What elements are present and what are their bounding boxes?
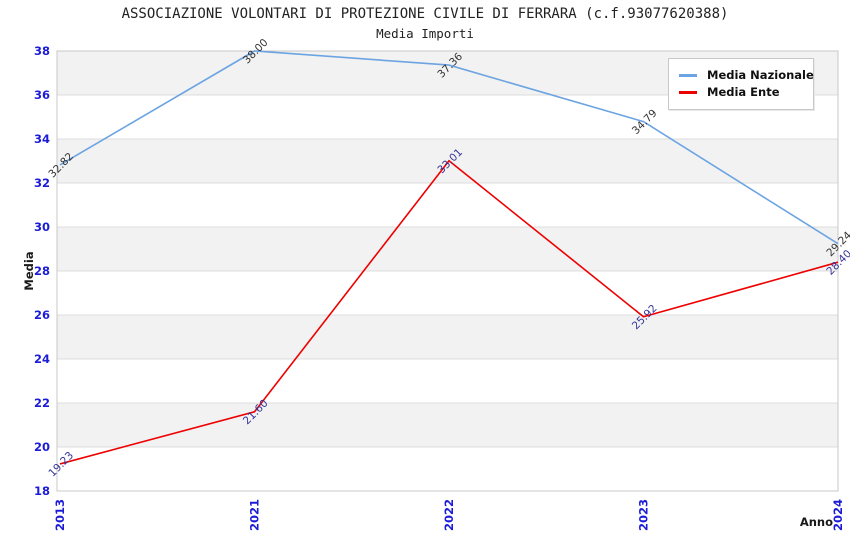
y-axis-title: Media (22, 251, 36, 290)
x-tick-label: 2021 (248, 499, 262, 531)
x-tick-label: 2023 (637, 499, 651, 531)
legend-item-media-ente: Media Ente (679, 85, 805, 99)
x-axis-title: Anno (800, 515, 833, 529)
chart-title: ASSOCIAZIONE VOLONTARI DI PROTEZIONE CIV… (121, 6, 729, 22)
x-tick-label: 2022 (442, 499, 456, 531)
chart-subtitle: Media Importi (376, 26, 474, 41)
y-tick-label: 28 (34, 264, 50, 278)
y-tick-label: 26 (34, 308, 50, 322)
plot-band (57, 227, 838, 271)
y-tick-label: 38 (34, 44, 50, 58)
x-tick-label: 2024 (831, 499, 845, 531)
y-tick-label: 24 (34, 352, 50, 366)
plot-band (57, 359, 838, 403)
legend-swatch-media-ente (679, 90, 697, 94)
x-tick-label: 2013 (53, 499, 67, 531)
plot-band (57, 315, 838, 359)
legend-label-media-ente: Media Ente (707, 85, 780, 99)
y-tick-label: 18 (34, 484, 50, 498)
legend-item-media-nazionale: Media Nazionale (679, 68, 814, 82)
legend-label-media-nazionale: Media Nazionale (707, 68, 814, 82)
legend: Media Nazionale Media Ente (668, 58, 814, 110)
y-tick-label: 34 (34, 132, 50, 146)
legend-swatch-media-nazionale (679, 73, 697, 77)
plot-band (57, 183, 838, 227)
series-line-media-ente (59, 159, 839, 465)
plot-band (57, 403, 838, 447)
y-tick-label: 36 (34, 88, 50, 102)
plot-band (57, 447, 838, 491)
plot-band (57, 271, 838, 315)
y-tick-label: 30 (34, 220, 50, 234)
plot-border (56, 50, 839, 492)
series-line-media-nazionale (59, 50, 839, 245)
y-tick-label: 20 (34, 440, 50, 454)
y-tick-label: 22 (34, 396, 50, 410)
y-tick-label: 32 (34, 176, 50, 190)
plot-band (57, 139, 838, 183)
